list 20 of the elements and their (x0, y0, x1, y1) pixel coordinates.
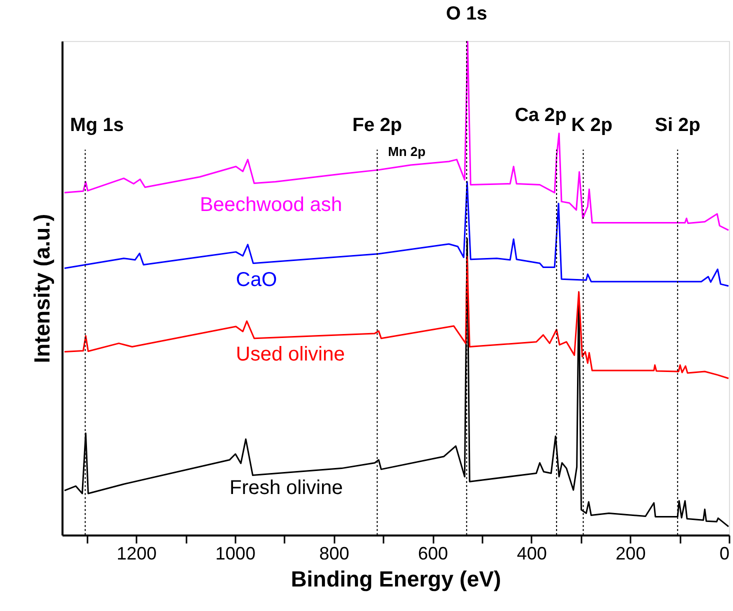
x-tick-label: 800 (319, 544, 350, 564)
x-tick-label: 600 (418, 544, 448, 564)
series-label: CaO (236, 268, 278, 291)
x-tick-label: 1000 (215, 544, 256, 564)
ref-line-label: K 2p (571, 114, 612, 136)
annotation: Mn 2p (388, 144, 426, 159)
ref-line-label: O 1s (446, 4, 488, 25)
ref-line-label: Mg 1s (70, 114, 124, 136)
series-label: Fresh olivine (229, 476, 343, 499)
series-label: Beechwood ash (200, 194, 342, 216)
x-tick-label: 400 (516, 544, 547, 564)
x-tick-label: 0 (719, 544, 730, 564)
ref-line-label: Si 2p (654, 114, 700, 136)
x-tick-label: 1200 (116, 544, 157, 564)
series-label: Used olivine (236, 344, 345, 366)
y-axis-title: Intensity (a.u.) (30, 214, 54, 364)
x-axis-title: Binding Energy (eV) (290, 566, 502, 592)
x-tick-label: 200 (616, 544, 646, 564)
ref-line-label: Fe 2p (352, 114, 402, 136)
ref-line-label: Ca 2p (514, 104, 567, 126)
